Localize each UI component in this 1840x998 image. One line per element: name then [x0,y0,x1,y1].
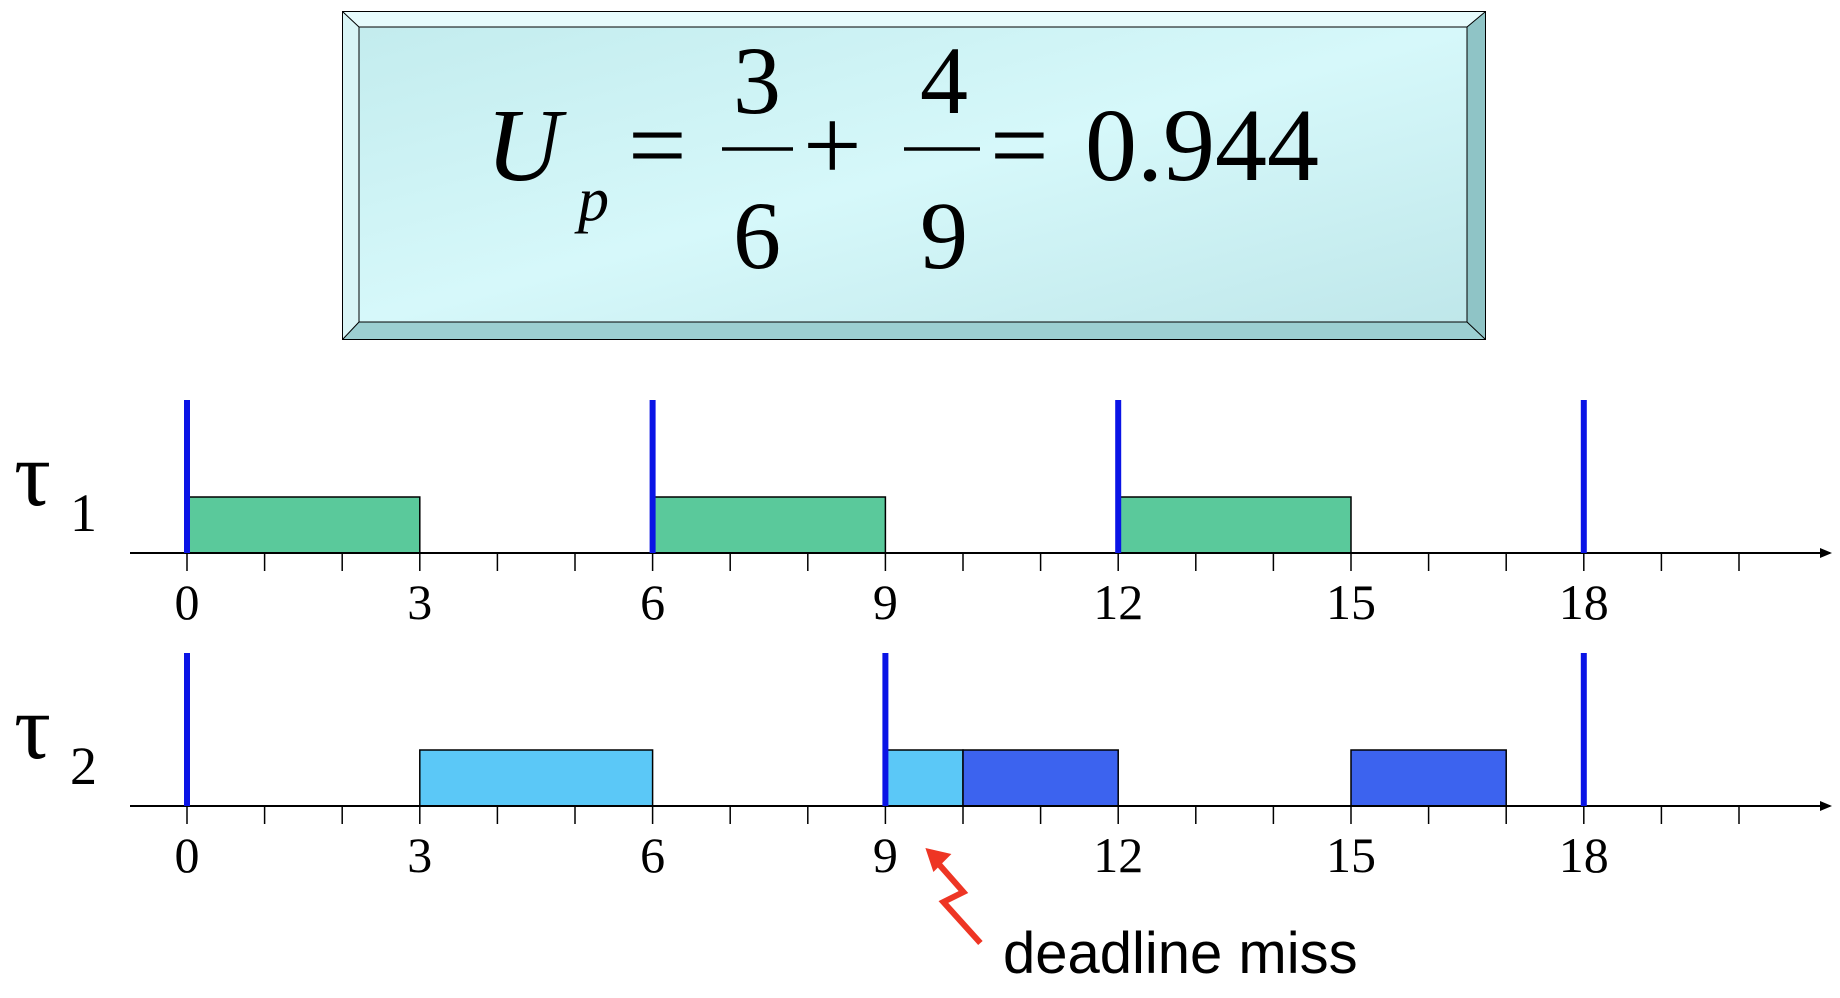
task-2-timeline: τ 2 0 3 6 9 12 15 18 [14,653,1832,883]
execution-bar [419,749,654,807]
axis-tick-label: 9 [873,574,898,630]
task-1-timeline: τ 1 0 3 6 9 12 15 18 [14,400,1832,630]
execution-bar [186,496,421,554]
execution-bar [1350,749,1507,807]
axis-tick-label: 6 [640,827,665,883]
deadline-miss-arrow [931,856,983,946]
axis-tick-label: 15 [1326,574,1376,630]
task-1-symbol: τ [14,423,51,525]
execution-bar [884,749,964,807]
formula-equals-1: = [628,88,687,203]
task-2-index: 2 [70,736,97,796]
axis-tick-label: 6 [640,574,665,630]
axis-tick-label: 12 [1093,827,1143,883]
formula-frac2-numerator: 4 [920,27,968,134]
formula-plus: + [803,88,862,203]
execution-bar [1117,496,1352,554]
formula-frac1-denominator: 6 [733,182,781,289]
axis-tick-label: 18 [1559,574,1609,630]
execution-bar [962,749,1119,807]
task-1-index: 1 [70,483,97,543]
axis-tick-label: 12 [1093,574,1143,630]
task-2-symbol: τ [14,676,51,778]
deadline-miss-arrowhead [925,848,952,872]
axis-tick-label: 9 [873,827,898,883]
formula-lhs-subscript: p [574,166,609,234]
formula-frac2-denominator: 9 [920,182,968,289]
timelines: τ 10 3 6 9 12 15 18τ 20 3 6 9 12 15 18 [14,400,1832,883]
deadline-miss-annotation: deadline miss [925,848,1358,986]
execution-bar [651,496,887,554]
axis-tick-label: 3 [407,827,432,883]
axis-tick-label: 3 [407,574,432,630]
axis-tick-label: 0 [175,574,200,630]
formula-result: 0.944 [1085,88,1319,203]
formula-equals-2: = [990,88,1049,203]
axis-tick-label: 0 [175,827,200,883]
axis-tick-label: 15 [1326,827,1376,883]
deadline-miss-label: deadline miss [1003,921,1358,986]
formula-box: U p = 3 6 + 4 9 = 0.944 [342,11,1486,340]
formula-frac1-numerator: 3 [733,27,781,134]
formula-lhs-symbol: U [486,88,567,203]
axis-tick-label: 18 [1559,827,1609,883]
